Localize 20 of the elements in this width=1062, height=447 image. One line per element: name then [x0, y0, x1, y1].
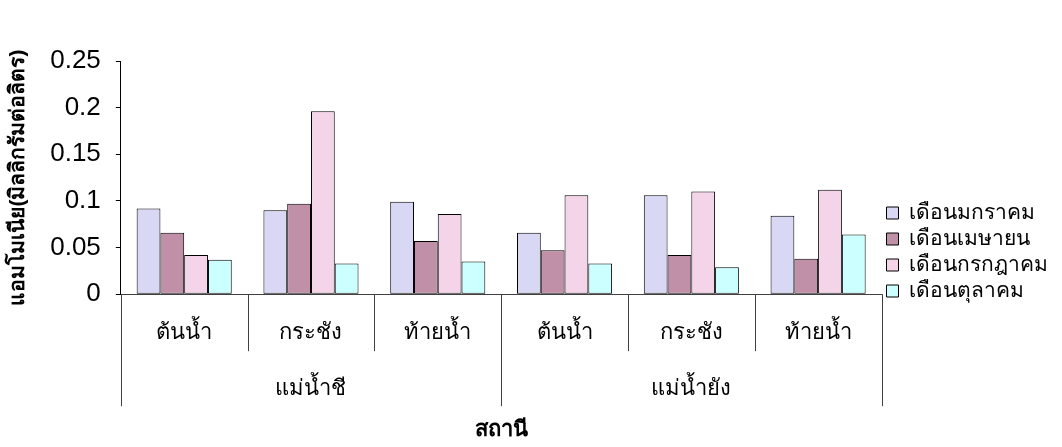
x-tick-label: กระชัง — [279, 319, 343, 345]
y-tick-label: 0.1 — [64, 184, 101, 215]
y-tick-label: 0.2 — [64, 90, 101, 121]
legend-label: เดือนเมษายน — [909, 225, 1030, 249]
x-axis-title: สถานี — [474, 415, 528, 441]
text: แม่น้ำยัง — [651, 372, 732, 401]
y-tick-label: 0.15 — [50, 137, 101, 168]
x-tick-label: ท้ายน้ำ — [404, 316, 472, 345]
x-tick-label: ต้นน้ำ — [156, 316, 213, 345]
text: แม่น้ำชี — [275, 372, 347, 401]
x-tick-label: ท้ายน้ำ — [784, 316, 852, 345]
x-tick-label: กระชัง — [659, 319, 723, 345]
y-tick-label: 0 — [86, 277, 101, 308]
y-axis-title: แอมโมเนีย(มิลลิกรัมต่อลิตร) — [4, 49, 29, 306]
legend-label: เดือนมกราคม — [909, 199, 1035, 223]
legend-label: เดือนกรกฎาคม — [909, 251, 1048, 275]
legend-label: เดือนตุลาคม — [909, 277, 1024, 303]
y-tick-label: 0.05 — [50, 230, 101, 261]
x-tick-label: ต้นน้ำ — [536, 316, 593, 345]
y-tick-label: 0.25 — [50, 44, 101, 75]
